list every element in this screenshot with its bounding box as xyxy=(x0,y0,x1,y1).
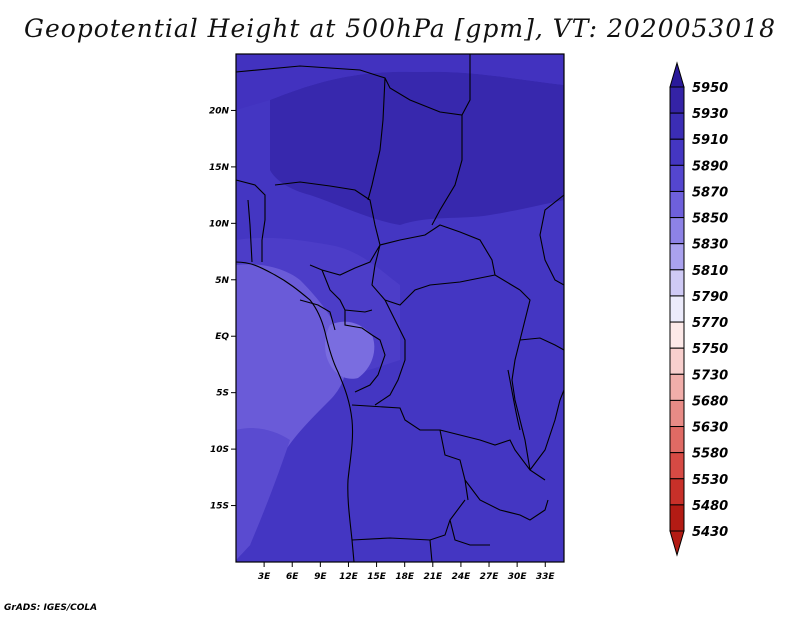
colorbar-swatch xyxy=(669,399,685,428)
lon-tick-label: 12E xyxy=(339,572,359,582)
colorbar-label: 5480 xyxy=(692,499,728,514)
colorbar-swatch xyxy=(669,269,685,297)
colorbar-label: 5890 xyxy=(692,159,728,174)
lon-tick-label: 33E xyxy=(536,572,556,582)
colorbar-swatch xyxy=(669,86,685,114)
border-cameroon xyxy=(321,269,373,313)
colorbar-swatch xyxy=(669,243,685,271)
colorbar-swatch xyxy=(669,347,685,375)
colorbar-label: 5850 xyxy=(692,212,728,227)
latitude-axis: 20N 15N 10N 5N EQ 5S 10S 15S xyxy=(209,106,236,512)
lon-tick-label: 3E xyxy=(258,572,271,582)
colorbar-label: 5790 xyxy=(692,290,728,305)
border-car xyxy=(379,224,521,291)
lon-tick-label: 24E xyxy=(452,572,472,582)
lat-tick-label: 15N xyxy=(209,163,230,173)
lon-tick-label: 21E xyxy=(423,572,443,582)
lat-tick-label: 10S xyxy=(210,445,229,455)
colorbar-swatch xyxy=(669,112,685,140)
lon-tick-label: 9E xyxy=(314,572,327,582)
map-frame xyxy=(235,53,565,563)
lat-tick-label: EQ xyxy=(215,332,229,342)
field-southwest-zone xyxy=(236,428,290,560)
lon-tick-label: 6E xyxy=(286,572,299,582)
border-congo xyxy=(344,310,386,393)
colorbar-swatch xyxy=(669,504,685,532)
border-namibia xyxy=(429,539,433,563)
colorbar-label: 5530 xyxy=(692,473,728,488)
lat-tick-label: 20N xyxy=(209,106,230,116)
lon-tick-label: 30E xyxy=(508,572,528,582)
lon-tick-label: 27E xyxy=(480,572,500,582)
colorbar-label: 5680 xyxy=(692,394,728,409)
lon-tick-label: 15E xyxy=(367,572,387,582)
country-borders xyxy=(235,54,565,563)
border-drc-west xyxy=(374,299,406,406)
colorbar-label: 5950 xyxy=(692,81,728,96)
border-tanzania xyxy=(529,389,565,471)
colorbar-label: 5430 xyxy=(692,525,728,540)
border-chad-east xyxy=(431,115,463,226)
border-sahel-north xyxy=(235,54,471,116)
colorbar-label: 5810 xyxy=(692,264,728,279)
border-drc-east xyxy=(511,289,531,471)
colorbar-bottom-arrow xyxy=(669,530,685,557)
colorbar-label: 5580 xyxy=(692,447,728,462)
lat-tick-label: 5S xyxy=(216,389,229,399)
colorbar-swatch xyxy=(669,321,685,349)
field-upper-zone xyxy=(236,54,564,110)
lat-tick-label: 5N xyxy=(215,276,229,286)
coastline-west xyxy=(235,261,355,563)
colorbar-label: 5830 xyxy=(692,238,728,253)
colorbar-swatch xyxy=(669,164,685,192)
border-west-africa xyxy=(235,179,266,262)
lat-tick-label: 15S xyxy=(210,502,229,512)
colorbar-swatch xyxy=(669,452,685,480)
colorbar-swatch xyxy=(669,190,685,219)
border-east-africa xyxy=(539,194,565,286)
colorbar-label: 5770 xyxy=(692,316,728,331)
border-car-south xyxy=(371,244,496,306)
colorbar-swatch xyxy=(669,478,685,506)
border-gabon xyxy=(299,299,336,331)
colorbar-top-arrow xyxy=(669,61,685,88)
border-chad-west xyxy=(367,77,386,201)
colorbar-label: 5930 xyxy=(692,107,728,122)
field-light-zone xyxy=(325,321,375,379)
colorbar-swatch xyxy=(669,426,685,454)
colorbar-swatch xyxy=(669,295,685,323)
colorbar-label: 5630 xyxy=(692,421,728,436)
colorbar-label: 5910 xyxy=(692,133,728,148)
border-lake-tanganyika xyxy=(507,369,521,431)
lon-tick-label: 18E xyxy=(395,572,415,582)
border-nigeria xyxy=(274,181,381,276)
map-panel xyxy=(235,53,565,563)
longitude-axis: 3E 6E 9E 12E 15E 18E 21E 24E 27E 30E 33E xyxy=(258,562,556,582)
border-botswana xyxy=(449,519,490,546)
software-credit: GrADS: IGES/COLA xyxy=(4,603,98,613)
colorbar-label: 5870 xyxy=(692,185,728,200)
border-lake-region xyxy=(519,337,565,351)
map-title: Geopotential Height at 500hPa [gpm], VT:… xyxy=(23,14,777,43)
border-angola-south xyxy=(351,499,466,541)
lat-tick-label: 10N xyxy=(209,219,230,229)
border-zambia-south xyxy=(464,479,549,521)
field-max-zone xyxy=(270,71,564,226)
colorbar-label: 5730 xyxy=(692,368,728,383)
border-ghana xyxy=(247,199,253,263)
colorbar-swatch xyxy=(669,217,685,245)
colorbar-swatch xyxy=(669,138,685,166)
colorbar-label: 5750 xyxy=(692,342,728,357)
colorbar-swatch xyxy=(669,373,685,401)
colorbar: 5950 5930 5910 5890 5870 5850 5830 5810 5790 5770… xyxy=(669,61,728,557)
